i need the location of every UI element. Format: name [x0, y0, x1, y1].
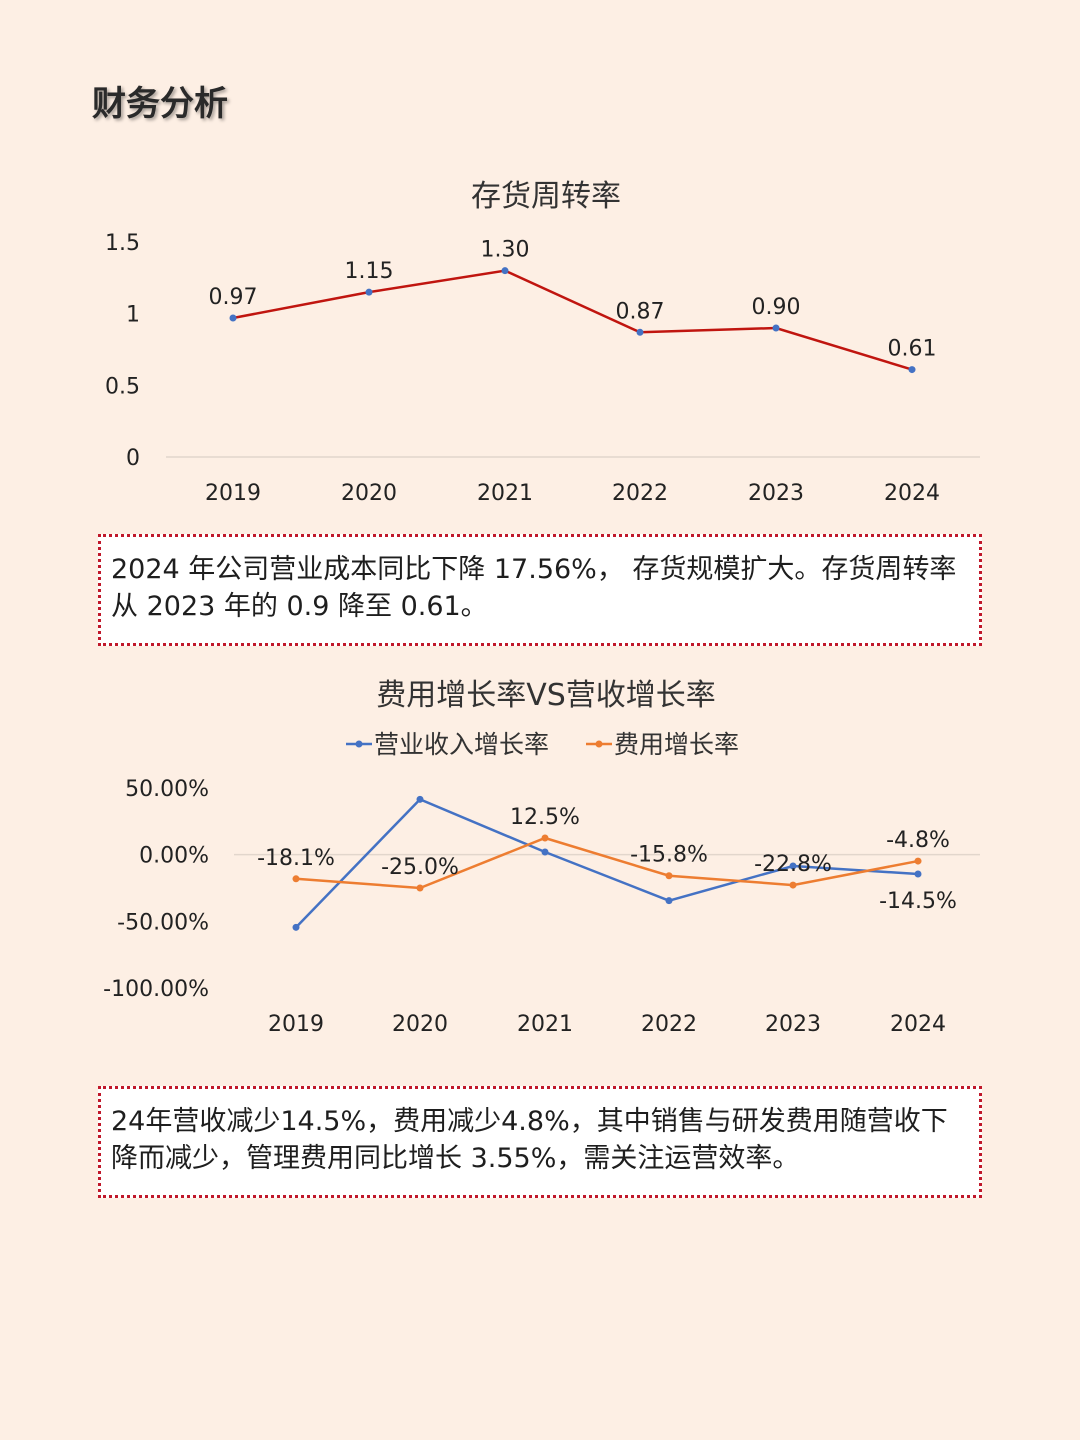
- chart1-series-line: [232, 269, 913, 371]
- chart1-point: [501, 267, 509, 275]
- chart2-y-tick: 0.00%: [139, 844, 209, 869]
- chart2-title: 费用增长率VS营收增长率: [376, 678, 716, 713]
- chart1-x-tick: 2023: [748, 481, 804, 506]
- revenue-point: [541, 848, 549, 856]
- chart2-x-tick: 2024: [890, 1012, 946, 1037]
- chart1-x-tick: 2022: [612, 481, 668, 506]
- expense-growth-line: [295, 836, 919, 890]
- expense-point: [416, 884, 424, 892]
- chart1-data-label: 0.97: [209, 285, 258, 310]
- revenue-point: [416, 795, 424, 803]
- expense-data-label: -15.8%: [630, 843, 708, 868]
- expense-point: [541, 834, 549, 842]
- expense-point: [665, 872, 673, 880]
- chart1-y-tick: 0.5: [105, 374, 140, 399]
- inventory-note-text: 2024 年公司营业成本同比下降 17.56%， 存货规模扩大。存货周转率从 2…: [111, 554, 957, 622]
- revenue-point: [789, 862, 797, 870]
- chart1-point: [636, 328, 644, 336]
- chart1-point: [772, 324, 780, 332]
- chart1-x-tick: 2024: [884, 481, 940, 506]
- chart1-point: [229, 314, 237, 322]
- expense-data-label: 12.5%: [510, 805, 580, 830]
- chart1-y-tick: 1.5: [105, 231, 140, 256]
- expense-data-label: -22.8%: [754, 852, 832, 877]
- chart1-data-label: 1.15: [345, 259, 394, 284]
- chart1-title: 存货周转率: [471, 179, 621, 214]
- growth-note: 24年营收减少14.5%，费用减少4.8%，其中销售与研发费用随营收下降而减少，…: [98, 1086, 982, 1198]
- chart1-point: [908, 366, 916, 374]
- legend-expense-label: 费用增长率: [614, 730, 739, 759]
- inventory-note: 2024 年公司营业成本同比下降 17.56%， 存货规模扩大。存货周转率从 2…: [98, 534, 982, 646]
- legend-revenue-label: 营业收入增长率: [374, 730, 549, 759]
- revenue-point: [292, 923, 300, 931]
- chart2-x-tick: 2020: [392, 1012, 448, 1037]
- chart2-y-tick: -100.00%: [103, 977, 209, 1002]
- growth-note-text: 24年营收减少14.5%，费用减少4.8%，其中销售与研发费用随营收下降而减少，…: [111, 1106, 948, 1174]
- chart2-legend: 营业收入增长率 费用增长率: [346, 730, 739, 759]
- chart1-x-tick: 2019: [205, 481, 261, 506]
- chart2-y-tick: 50.00%: [125, 777, 209, 802]
- growth-rate-chart: 费用增长率VS营收增长率 营业收入增长率 费用增长率 50.00% 0.00% -5…: [103, 678, 980, 1037]
- revenue-growth-line: [295, 797, 919, 929]
- expense-data-label: -4.8%: [886, 828, 950, 853]
- expense-point: [914, 857, 922, 865]
- legend-expense-marker: [595, 740, 603, 748]
- chart2-y-tick: -50.00%: [117, 910, 209, 935]
- chart1-point: [365, 288, 373, 296]
- revenue-point: [665, 897, 673, 905]
- chart1-x-tick: 2020: [341, 481, 397, 506]
- chart1-y-tick: 1: [126, 303, 140, 328]
- expense-data-label: -25.0%: [381, 855, 459, 880]
- chart1-x-tick: 2021: [477, 481, 533, 506]
- inventory-turnover-chart: 存货周转率 1.510.50 2019 2020 2021 2022 2023 2024 …: [105, 179, 980, 506]
- chart2-x-tick: 2022: [641, 1012, 697, 1037]
- chart1-data-label: 0.87: [616, 299, 665, 324]
- chart1-data-label: 0.61: [888, 337, 937, 362]
- expense-point: [292, 875, 300, 883]
- chart1-y-tick: 0: [126, 446, 140, 471]
- chart2-x-tick: 2023: [765, 1012, 821, 1037]
- revenue-data-label: -14.5%: [879, 889, 957, 914]
- chart2-x-tick: 2019: [268, 1012, 324, 1037]
- expense-data-label: -18.1%: [257, 846, 335, 871]
- revenue-point: [914, 870, 922, 878]
- expense-point: [789, 881, 797, 889]
- chart1-data-label: 0.90: [752, 295, 801, 320]
- chart2-x-tick: 2021: [517, 1012, 573, 1037]
- chart1-data-label: 1.30: [481, 238, 530, 263]
- legend-revenue-marker: [355, 740, 363, 748]
- page-title: 财务分析: [92, 84, 228, 124]
